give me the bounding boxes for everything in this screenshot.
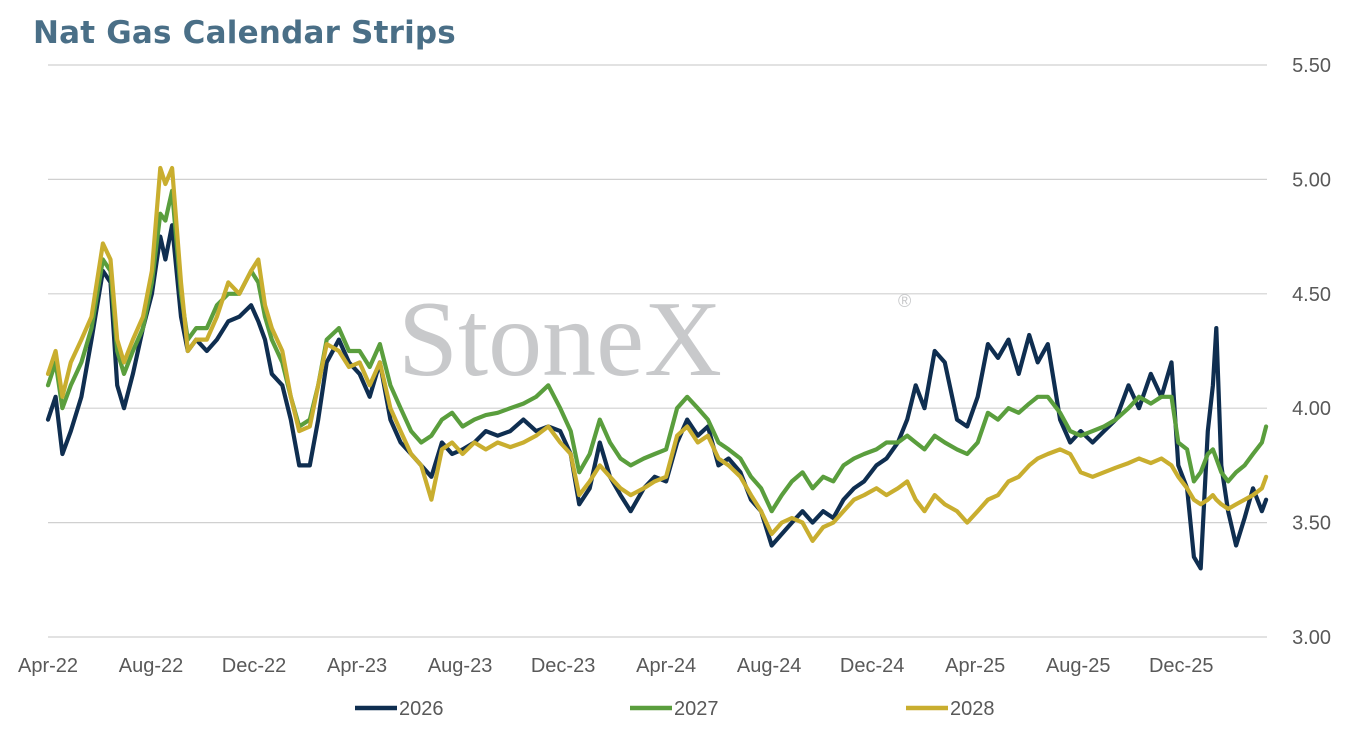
legend-label-2026: 2026: [399, 698, 444, 720]
x-axis-ticks: Apr-22 Aug-22 Dec-22 Apr-23 Aug-23 Dec-23 Apr-…: [18, 655, 1213, 677]
watermark: StoneX ®: [398, 280, 911, 399]
y-tick-label: 3.50: [1292, 513, 1331, 535]
watermark-registered-mark: ®: [898, 291, 911, 311]
x-tick-label: Apr-22: [18, 655, 78, 677]
y-axis-ticks: 3.00 3.50 4.00 4.50 5.00 5.50: [1292, 55, 1331, 649]
x-tick-label: Dec-24: [840, 655, 904, 677]
y-tick-label: 4.00: [1292, 398, 1331, 420]
y-tick-label: 3.00: [1292, 627, 1331, 649]
x-tick-label: Dec-23: [531, 655, 595, 677]
series-line-2028: [45, 165, 1269, 543]
legend: 2026 2027 2028: [355, 698, 995, 720]
x-tick-label: Dec-22: [222, 655, 286, 677]
x-tick-label: Apr-23: [327, 655, 387, 677]
y-tick-label: 5.50: [1292, 55, 1331, 77]
legend-label-2028: 2028: [950, 698, 995, 720]
series-line-2027: [45, 188, 1269, 514]
chart-title: Nat Gas Calendar Strips: [33, 15, 456, 51]
x-tick-label: Aug-23: [428, 655, 493, 677]
x-tick-label: Aug-22: [119, 655, 184, 677]
x-tick-label: Apr-24: [636, 655, 696, 677]
x-tick-label: Aug-25: [1046, 655, 1111, 677]
watermark-logo-text: StoneX: [398, 280, 722, 399]
x-tick-label: Aug-24: [737, 655, 802, 677]
x-tick-label: Apr-25: [945, 655, 1005, 677]
gridlines: [48, 64, 1267, 638]
x-tick-label: Dec-25: [1149, 655, 1213, 677]
y-tick-label: 5.00: [1292, 169, 1331, 191]
y-tick-label: 4.50: [1292, 284, 1331, 306]
series-lines: [45, 165, 1269, 571]
legend-label-2027: 2027: [674, 698, 719, 720]
